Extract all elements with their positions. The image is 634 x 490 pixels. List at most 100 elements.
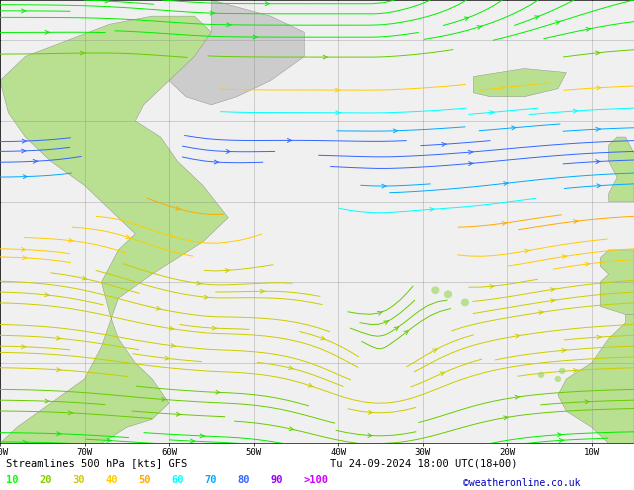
- FancyArrowPatch shape: [253, 35, 258, 39]
- Text: 20: 20: [39, 475, 52, 485]
- FancyArrowPatch shape: [550, 299, 555, 303]
- FancyArrowPatch shape: [82, 276, 87, 280]
- FancyArrowPatch shape: [68, 239, 74, 242]
- Circle shape: [81, 432, 88, 439]
- Text: 80: 80: [237, 475, 250, 485]
- Text: 10: 10: [6, 475, 19, 485]
- FancyArrowPatch shape: [33, 159, 38, 163]
- FancyArrowPatch shape: [562, 348, 567, 352]
- Circle shape: [444, 291, 451, 297]
- FancyArrowPatch shape: [156, 306, 161, 310]
- FancyArrowPatch shape: [477, 25, 482, 29]
- FancyArrowPatch shape: [393, 129, 398, 133]
- Text: 40: 40: [105, 475, 118, 485]
- FancyArrowPatch shape: [550, 288, 555, 292]
- FancyArrowPatch shape: [210, 11, 215, 15]
- FancyArrowPatch shape: [562, 255, 567, 259]
- FancyArrowPatch shape: [442, 143, 446, 147]
- FancyArrowPatch shape: [289, 427, 294, 431]
- FancyArrowPatch shape: [214, 160, 219, 164]
- FancyArrowPatch shape: [489, 285, 495, 289]
- FancyArrowPatch shape: [368, 411, 373, 415]
- FancyArrowPatch shape: [171, 343, 176, 347]
- FancyArrowPatch shape: [596, 160, 600, 164]
- FancyArrowPatch shape: [200, 434, 205, 438]
- FancyArrowPatch shape: [288, 366, 294, 369]
- FancyArrowPatch shape: [22, 344, 26, 348]
- FancyArrowPatch shape: [432, 349, 437, 353]
- Text: 50: 50: [138, 475, 151, 485]
- FancyArrowPatch shape: [524, 249, 529, 253]
- FancyArrowPatch shape: [165, 356, 170, 360]
- FancyArrowPatch shape: [596, 127, 600, 131]
- FancyArrowPatch shape: [502, 221, 507, 225]
- FancyArrowPatch shape: [44, 293, 49, 296]
- FancyArrowPatch shape: [225, 269, 230, 272]
- FancyArrowPatch shape: [515, 334, 521, 338]
- FancyArrowPatch shape: [336, 111, 340, 115]
- FancyArrowPatch shape: [56, 336, 61, 340]
- FancyArrowPatch shape: [216, 391, 221, 394]
- FancyArrowPatch shape: [440, 372, 444, 376]
- Circle shape: [115, 420, 122, 426]
- FancyArrowPatch shape: [321, 336, 325, 340]
- FancyArrowPatch shape: [190, 439, 195, 443]
- FancyArrowPatch shape: [126, 235, 131, 239]
- FancyArrowPatch shape: [585, 262, 590, 266]
- FancyArrowPatch shape: [68, 411, 73, 415]
- FancyArrowPatch shape: [559, 439, 564, 442]
- FancyArrowPatch shape: [176, 206, 181, 210]
- FancyArrowPatch shape: [56, 432, 61, 436]
- FancyArrowPatch shape: [368, 434, 373, 438]
- FancyArrowPatch shape: [596, 51, 600, 55]
- FancyArrowPatch shape: [23, 440, 28, 444]
- FancyArrowPatch shape: [501, 86, 505, 90]
- FancyArrowPatch shape: [539, 311, 544, 315]
- FancyArrowPatch shape: [586, 27, 591, 31]
- FancyArrowPatch shape: [261, 289, 265, 293]
- FancyArrowPatch shape: [597, 86, 602, 90]
- FancyArrowPatch shape: [534, 16, 539, 20]
- FancyArrowPatch shape: [287, 138, 292, 142]
- FancyArrowPatch shape: [22, 139, 27, 143]
- FancyArrowPatch shape: [81, 51, 85, 55]
- Text: Streamlines 500 hPa [kts] GFS: Streamlines 500 hPa [kts] GFS: [6, 458, 188, 468]
- Circle shape: [462, 299, 469, 306]
- FancyArrowPatch shape: [597, 184, 602, 188]
- FancyArrowPatch shape: [573, 109, 578, 113]
- FancyArrowPatch shape: [430, 208, 435, 211]
- FancyArrowPatch shape: [489, 111, 495, 115]
- FancyArrowPatch shape: [585, 400, 590, 404]
- FancyArrowPatch shape: [469, 150, 474, 154]
- Text: ©weatheronline.co.uk: ©weatheronline.co.uk: [463, 478, 580, 488]
- FancyArrowPatch shape: [464, 17, 469, 21]
- FancyArrowPatch shape: [377, 312, 382, 315]
- Circle shape: [560, 368, 565, 373]
- FancyArrowPatch shape: [555, 21, 561, 24]
- FancyArrowPatch shape: [404, 331, 408, 335]
- FancyArrowPatch shape: [227, 23, 231, 27]
- FancyArrowPatch shape: [45, 399, 49, 403]
- Text: 60: 60: [171, 475, 184, 485]
- FancyArrowPatch shape: [558, 433, 562, 437]
- Circle shape: [132, 416, 139, 422]
- Text: 30: 30: [72, 475, 85, 485]
- FancyArrowPatch shape: [22, 149, 26, 153]
- FancyArrowPatch shape: [169, 326, 174, 330]
- FancyArrowPatch shape: [597, 335, 602, 339]
- Circle shape: [538, 372, 543, 377]
- FancyArrowPatch shape: [323, 55, 328, 59]
- Circle shape: [432, 287, 439, 294]
- FancyArrowPatch shape: [503, 416, 508, 420]
- Polygon shape: [558, 315, 634, 443]
- Polygon shape: [0, 0, 228, 443]
- FancyArrowPatch shape: [226, 149, 231, 153]
- FancyArrowPatch shape: [574, 220, 578, 223]
- Polygon shape: [169, 0, 304, 105]
- FancyArrowPatch shape: [204, 295, 209, 299]
- FancyArrowPatch shape: [197, 281, 202, 285]
- FancyArrowPatch shape: [515, 395, 520, 399]
- FancyArrowPatch shape: [162, 397, 166, 401]
- Text: 90: 90: [270, 475, 283, 485]
- FancyArrowPatch shape: [394, 327, 398, 331]
